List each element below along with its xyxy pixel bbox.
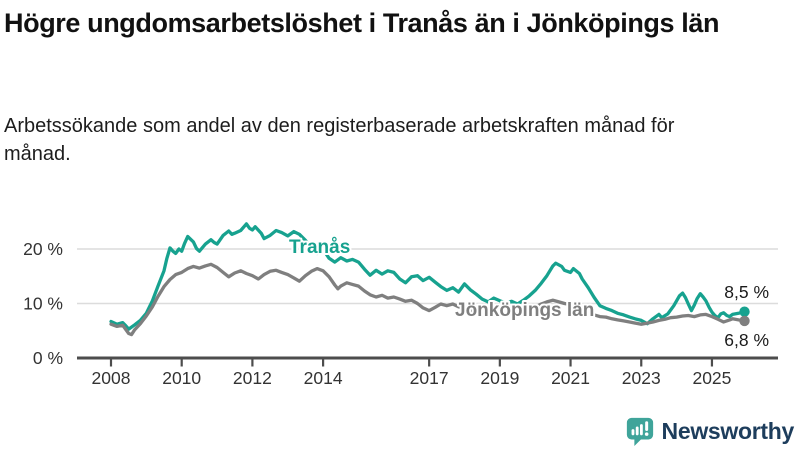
page-title: Högre ungdomsarbetslöshet i Tranås än i … (4, 8, 720, 38)
x-axis-tick-label: 2023 (622, 368, 661, 388)
x-axis-tick-label: 2017 (410, 368, 449, 388)
y-axis-tick-label: 20 % (23, 239, 63, 259)
series-label-tranas: Tranås (289, 237, 350, 258)
series-end-dots (739, 306, 750, 327)
y-axis-tick-label: 10 % (23, 294, 63, 314)
x-axis-tick-label: 2025 (692, 368, 731, 388)
brand-name: Newsworthy (661, 418, 795, 444)
axes: 0 % 10 % 20 % 2008 2010 2012 2014 2017 2019 2021 2… (23, 239, 778, 388)
jonkopings-lan-end-dot (739, 315, 750, 327)
series-lines (109, 222, 747, 337)
gridlines (77, 248, 778, 305)
jonkopings-lan-line (109, 262, 747, 337)
tranas-end-dot (739, 306, 750, 317)
x-axis-tick-label: 2021 (551, 368, 590, 388)
chart-annotations: Tranås Jönköpings län 8,5 % 6,8 % (287, 235, 769, 350)
x-axis-tick-label: 2012 (233, 368, 272, 388)
x-axis-tick-label: 2014 (304, 368, 343, 388)
chart-subtitle: Arbetssökande som andel av den registerb… (4, 115, 675, 165)
y-axis-tick-label: 0 % (33, 348, 63, 368)
x-axis-tick-label: 2008 (92, 368, 131, 388)
newsworthy-bubble-chart-icon (626, 417, 653, 447)
x-axis-tick-label: 2010 (162, 368, 201, 388)
tranas-line (109, 222, 747, 331)
end-value-label-jonkopings-lan: 6,8 % (724, 330, 769, 350)
series-label-jonkopings-lan: Jönköpings län (455, 300, 594, 321)
newsworthy-logo[interactable]: Newsworthy (625, 416, 794, 447)
x-axis-tick-label: 2019 (480, 368, 519, 388)
end-value-label-tranas: 8,5 % (724, 282, 769, 302)
